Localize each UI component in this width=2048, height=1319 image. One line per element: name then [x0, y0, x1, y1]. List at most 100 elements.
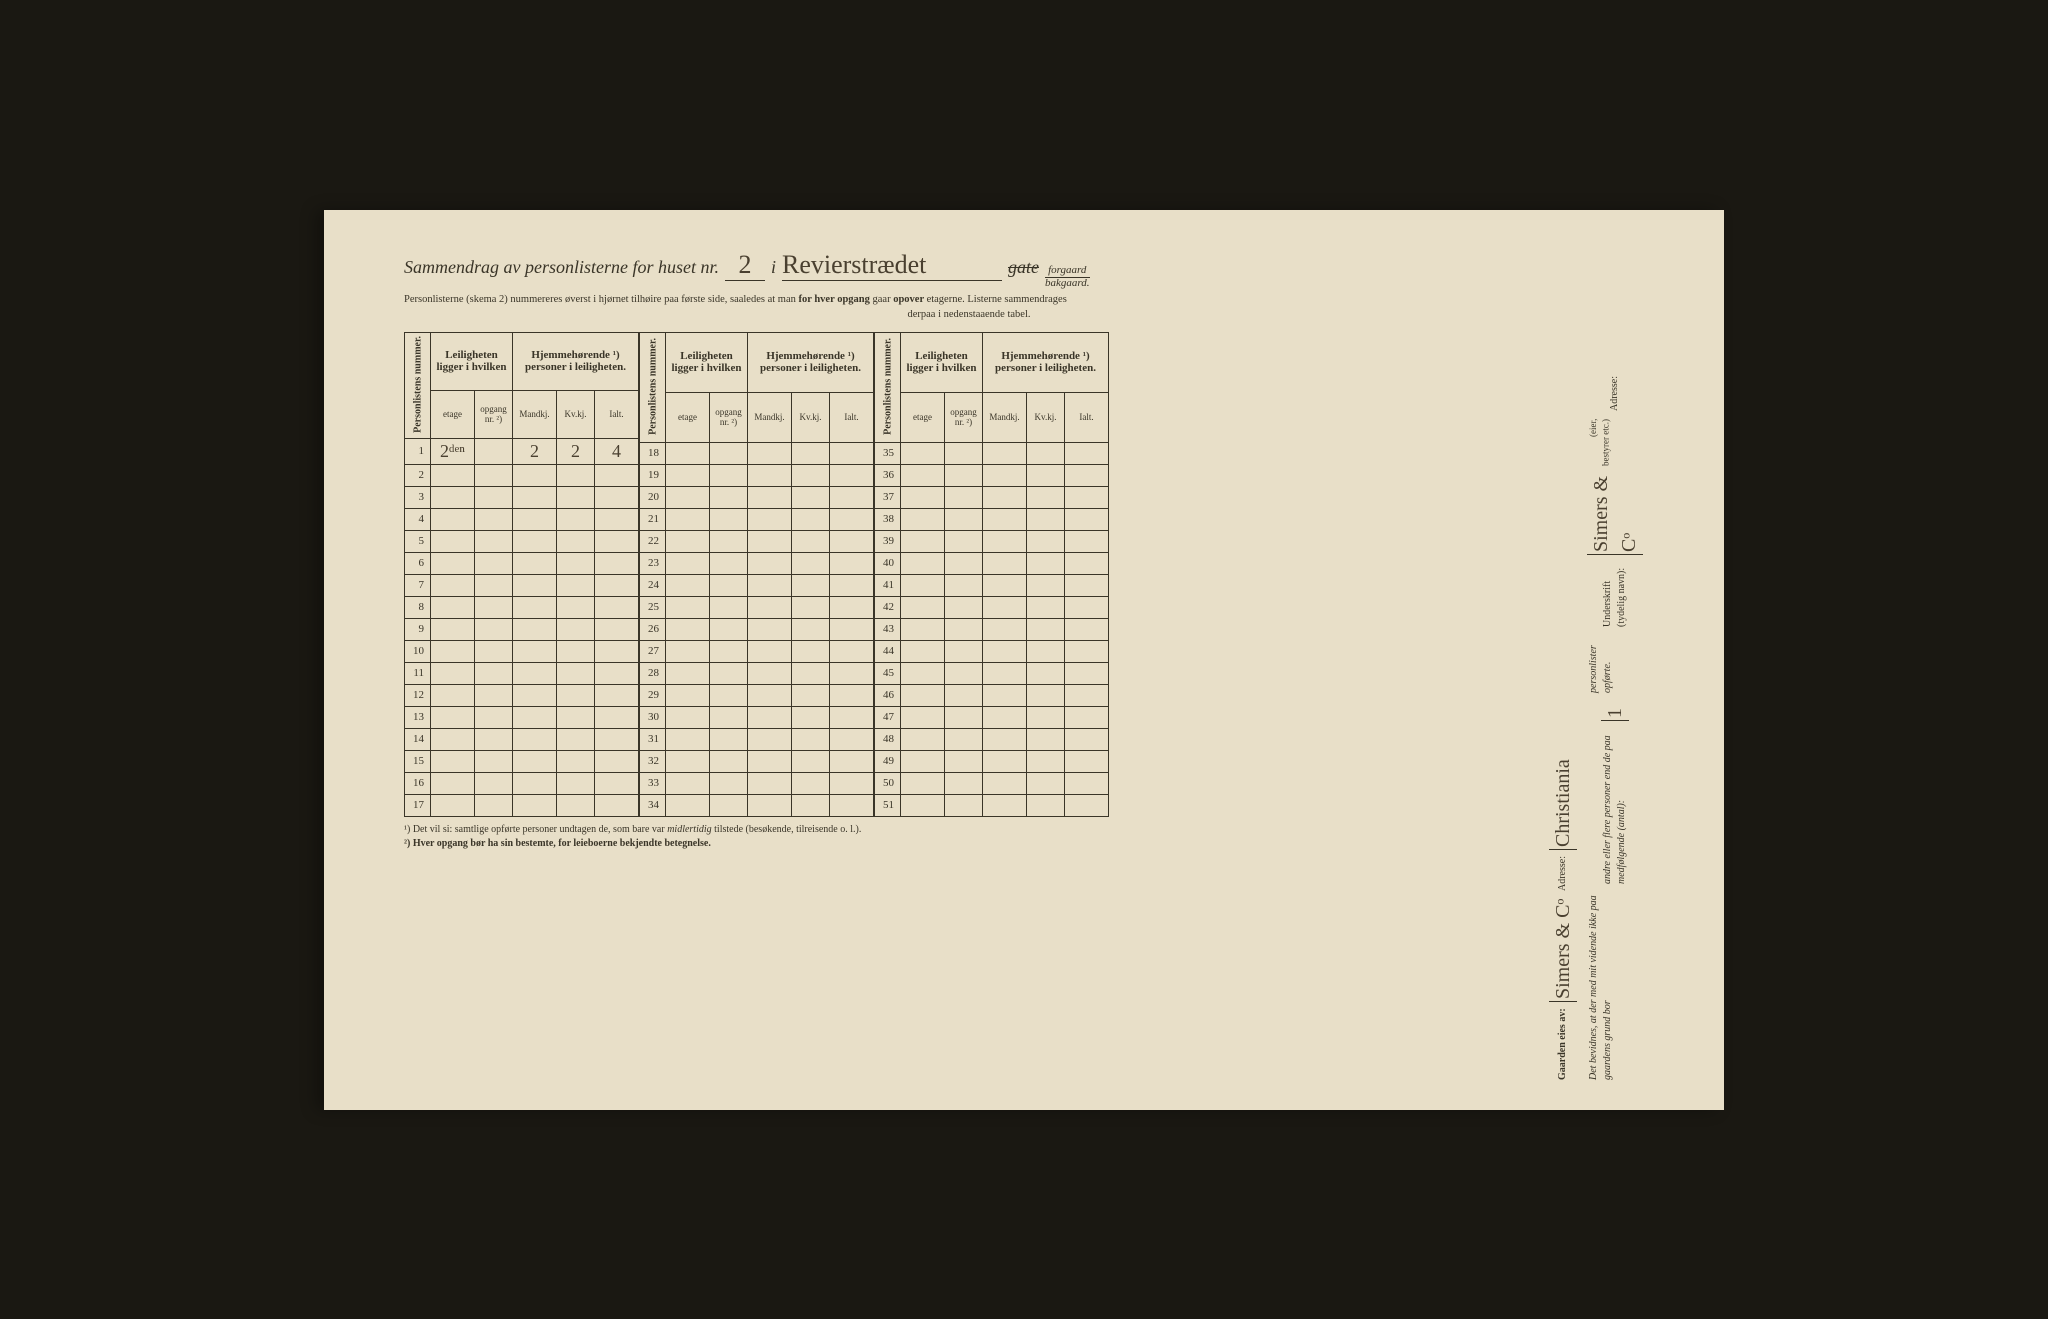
- cell-etage: [901, 750, 945, 772]
- cell-kvkj: [557, 530, 595, 552]
- forgaard: forgaard: [1045, 265, 1090, 278]
- cell-kvkj: [1027, 706, 1065, 728]
- row-num: 12: [405, 684, 431, 706]
- cell-etage: [666, 574, 710, 596]
- row-num: 35: [875, 442, 901, 464]
- row-num: 25: [640, 596, 666, 618]
- cell-mandkj: [513, 552, 557, 574]
- cell-opgang: [475, 662, 513, 684]
- cell-kvkj: [557, 772, 595, 794]
- cell-mandkj: [748, 794, 792, 816]
- cell-opgang: [475, 728, 513, 750]
- cell-opgang: [945, 530, 983, 552]
- row-num: 21: [640, 508, 666, 530]
- cell-ialt: [1065, 750, 1109, 772]
- cell-mandkj: [983, 530, 1027, 552]
- table-row: 50: [875, 772, 1109, 794]
- cell-mandkj: [748, 706, 792, 728]
- adresse-line: Adresse: Christiania: [1549, 759, 1577, 891]
- row-num: 13: [405, 706, 431, 728]
- cell-kvkj: [792, 684, 830, 706]
- cell-mandkj: [513, 794, 557, 816]
- cell-kvkj: [1027, 684, 1065, 706]
- bakgaard: bakgaard.: [1045, 278, 1090, 289]
- cell-mandkj: [748, 662, 792, 684]
- row-num: 29: [640, 684, 666, 706]
- main-content: Sammendrag av personlisterne for huset n…: [404, 250, 1534, 1080]
- cell-mandkj: [983, 618, 1027, 640]
- cell-mandkj: [983, 442, 1027, 464]
- cell-ialt: [595, 508, 639, 530]
- cell-kvkj: [792, 530, 830, 552]
- bevidnes-3: personlister opførte.: [1587, 635, 1643, 692]
- cell-mandkj: [513, 530, 557, 552]
- cell-kvkj: [557, 794, 595, 816]
- cell-opgang: [475, 552, 513, 574]
- cell-ialt: [830, 640, 874, 662]
- col-opgang: opgang nr. ²): [710, 393, 748, 442]
- cell-etage: 2ᵈᵉⁿ: [431, 438, 475, 464]
- cell-kvkj: [1027, 596, 1065, 618]
- cell-etage: [901, 464, 945, 486]
- cell-kvkj: [1027, 508, 1065, 530]
- cell-etage: [901, 772, 945, 794]
- col-kvkj: Kv.kj.: [557, 391, 595, 439]
- row-num: 6: [405, 552, 431, 574]
- cell-ialt: [1065, 574, 1109, 596]
- cell-mandkj: [513, 574, 557, 596]
- row-num: 50: [875, 772, 901, 794]
- cell-ialt: [595, 486, 639, 508]
- cell-mandkj: [513, 772, 557, 794]
- cell-etage: [901, 596, 945, 618]
- cell-mandkj: [748, 618, 792, 640]
- cell-etage: [901, 486, 945, 508]
- row-num: 26: [640, 618, 666, 640]
- cell-mandkj: [748, 596, 792, 618]
- cell-etage: [901, 794, 945, 816]
- cell-ialt: [1065, 640, 1109, 662]
- table-row: 49: [875, 750, 1109, 772]
- table-row: 34: [640, 794, 874, 816]
- table-row: 48: [875, 728, 1109, 750]
- document-page: Sammendrag av personlisterne for huset n…: [324, 210, 1724, 1110]
- cell-etage: [431, 684, 475, 706]
- table-row: 41: [875, 574, 1109, 596]
- cell-ialt: [595, 662, 639, 684]
- table-row: 27: [640, 640, 874, 662]
- cell-ialt: [830, 772, 874, 794]
- cell-mandkj: [513, 750, 557, 772]
- cell-opgang: [475, 486, 513, 508]
- cell-etage: [666, 772, 710, 794]
- table-row: 3: [405, 486, 639, 508]
- col-ialt: Ialt.: [595, 391, 639, 439]
- row-num: 9: [405, 618, 431, 640]
- table-row: 24: [640, 574, 874, 596]
- cell-opgang: [475, 438, 513, 464]
- table-row: 10: [405, 640, 639, 662]
- cell-opgang: [710, 794, 748, 816]
- cell-mandkj: [748, 442, 792, 464]
- cell-mandkj: [983, 684, 1027, 706]
- cell-opgang: [475, 596, 513, 618]
- cell-ialt: [830, 706, 874, 728]
- cell-kvkj: [557, 640, 595, 662]
- col-opgang: opgang nr. ²): [475, 391, 513, 439]
- cell-etage: [431, 552, 475, 574]
- cell-etage: [431, 596, 475, 618]
- cell-etage: [431, 706, 475, 728]
- title-sep: i: [771, 257, 776, 278]
- summary-table: Personlistens nummer. Leiligheten ligger…: [404, 332, 639, 817]
- row-num: 27: [640, 640, 666, 662]
- cell-etage: [901, 442, 945, 464]
- cell-opgang: [945, 794, 983, 816]
- cell-kvkj: [1027, 442, 1065, 464]
- cell-ialt: [1065, 794, 1109, 816]
- cell-mandkj: [748, 464, 792, 486]
- cell-etage: [666, 706, 710, 728]
- col-mandkj: Mandkj.: [748, 393, 792, 442]
- cell-kvkj: [792, 464, 830, 486]
- cell-ialt: [595, 728, 639, 750]
- row-num: 7: [405, 574, 431, 596]
- cell-opgang: [945, 684, 983, 706]
- row-num: 23: [640, 552, 666, 574]
